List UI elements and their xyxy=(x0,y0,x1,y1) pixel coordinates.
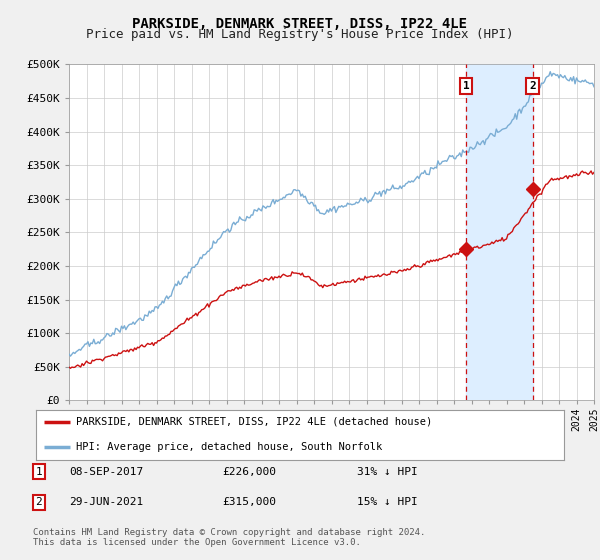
Text: PARKSIDE, DENMARK STREET, DISS, IP22 4LE: PARKSIDE, DENMARK STREET, DISS, IP22 4LE xyxy=(133,17,467,31)
Text: £226,000: £226,000 xyxy=(222,466,276,477)
Bar xyxy=(466,64,533,400)
Text: 29-JUN-2021: 29-JUN-2021 xyxy=(69,497,143,507)
Text: 08-SEP-2017: 08-SEP-2017 xyxy=(69,466,143,477)
Text: 2: 2 xyxy=(35,497,43,507)
Text: £315,000: £315,000 xyxy=(222,497,276,507)
Text: 15% ↓ HPI: 15% ↓ HPI xyxy=(357,497,418,507)
Text: 2: 2 xyxy=(529,81,536,91)
Text: 1: 1 xyxy=(35,466,43,477)
Text: 1: 1 xyxy=(463,81,469,91)
Text: HPI: Average price, detached house, South Norfolk: HPI: Average price, detached house, Sout… xyxy=(76,442,382,452)
Text: Contains HM Land Registry data © Crown copyright and database right 2024.
This d: Contains HM Land Registry data © Crown c… xyxy=(33,528,425,548)
Text: PARKSIDE, DENMARK STREET, DISS, IP22 4LE (detached house): PARKSIDE, DENMARK STREET, DISS, IP22 4LE… xyxy=(76,417,432,427)
Text: 31% ↓ HPI: 31% ↓ HPI xyxy=(357,466,418,477)
Text: Price paid vs. HM Land Registry's House Price Index (HPI): Price paid vs. HM Land Registry's House … xyxy=(86,28,514,41)
